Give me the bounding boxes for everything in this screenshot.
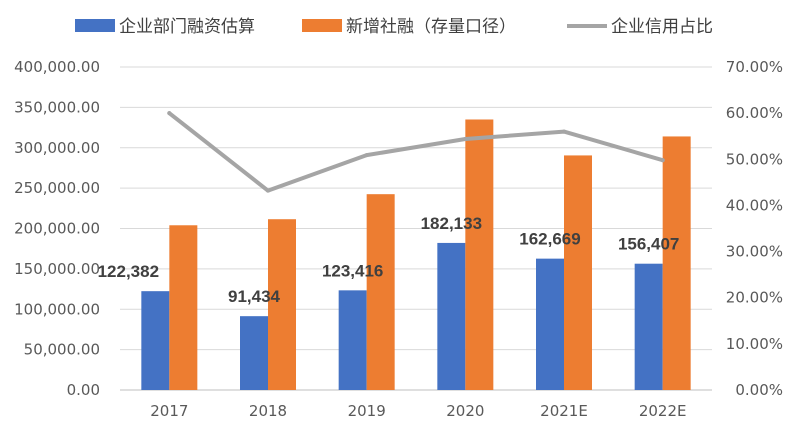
legend-swatch: [302, 19, 342, 32]
bar-new-social-financing: [564, 155, 592, 390]
y-right-tick-label: 10.00%: [726, 335, 783, 353]
y-right-tick-label: 50.00%: [726, 150, 783, 168]
data-label: 91,434: [228, 287, 281, 306]
bar-enterprise-financing: [437, 242, 466, 390]
x-tick-label: 2018: [249, 402, 287, 420]
line-series: [167, 111, 665, 193]
y-left-tick-label: 350,000.00: [14, 98, 100, 116]
data-label: 123,416: [322, 261, 383, 280]
data-label: 122,382: [98, 262, 159, 281]
line-point: [660, 158, 665, 163]
line-point: [167, 111, 172, 116]
bar-enterprise-financing: [141, 291, 170, 390]
legend-label: 新增社融（存量口径）: [346, 17, 516, 37]
data-label: 162,669: [519, 230, 580, 249]
legend: 企业部门融资估算 新增社融（存量口径） 企业信用占比: [75, 17, 713, 37]
x-tick-label: 2020: [446, 402, 484, 420]
y-right-tick-label: 70.00%: [726, 58, 783, 76]
y-left-tick-label: 200,000.00: [14, 220, 100, 238]
x-axis: 2017 2018 2019 2020 2021E 2022E: [150, 402, 686, 420]
y-left-tick-label: 0.00: [67, 381, 100, 399]
bar-new-social-financing: [169, 225, 198, 390]
x-tick-label: 2022E: [639, 402, 687, 420]
x-tick-label: 2021E: [540, 402, 588, 420]
data-labels: 122,382 91,434 123,416 182,133 162,669 156,40…: [98, 214, 680, 306]
left-axis: 0.00 50,000.00 100,000.00 150,000.00 200,000…: [14, 58, 100, 399]
bar-enterprise-financing: [634, 263, 663, 390]
bar-new-social-financing: [662, 136, 691, 390]
data-label: 182,133: [421, 214, 482, 233]
y-left-tick-label: 100,000.00: [14, 300, 100, 318]
bar-new-social-financing: [366, 194, 395, 390]
bar-new-social-financing: [268, 219, 296, 390]
bars: [141, 119, 691, 391]
legend-label: 企业信用占比: [611, 17, 713, 37]
y-left-tick-label: 250,000.00: [14, 179, 100, 197]
bar-new-social-financing: [465, 119, 494, 391]
y-left-tick-label: 50,000.00: [24, 341, 100, 359]
line-point: [562, 129, 566, 134]
y-right-tick-label: 60.00%: [726, 104, 783, 122]
y-right-tick-label: 30.00%: [726, 243, 783, 261]
right-axis: 0.00% 10.00% 20.00% 30.00% 40.00% 50.00% 60.00…: [726, 58, 783, 399]
legend-label: 企业部门融资估算: [119, 17, 255, 37]
y-left-tick-label: 150,000.00: [14, 260, 100, 278]
gridlines: [120, 66, 712, 391]
line-point: [463, 136, 468, 141]
bar-enterprise-financing: [536, 258, 564, 390]
y-left-tick-label: 400,000.00: [14, 58, 100, 76]
line-point: [266, 188, 270, 193]
line-point: [364, 153, 369, 158]
y-right-tick-label: 0.00%: [735, 381, 783, 399]
x-tick-label: 2017: [150, 402, 188, 420]
data-label: 156,407: [618, 235, 679, 254]
y-left-tick-label: 300,000.00: [14, 139, 100, 157]
y-right-tick-label: 40.00%: [726, 196, 783, 214]
bar-enterprise-financing: [338, 290, 367, 390]
y-right-tick-label: 20.00%: [726, 289, 783, 307]
line-enterprise-credit-share: [167, 111, 665, 193]
x-tick-label: 2019: [348, 402, 386, 420]
legend-swatch: [75, 19, 115, 32]
bar-enterprise-financing: [240, 316, 268, 390]
